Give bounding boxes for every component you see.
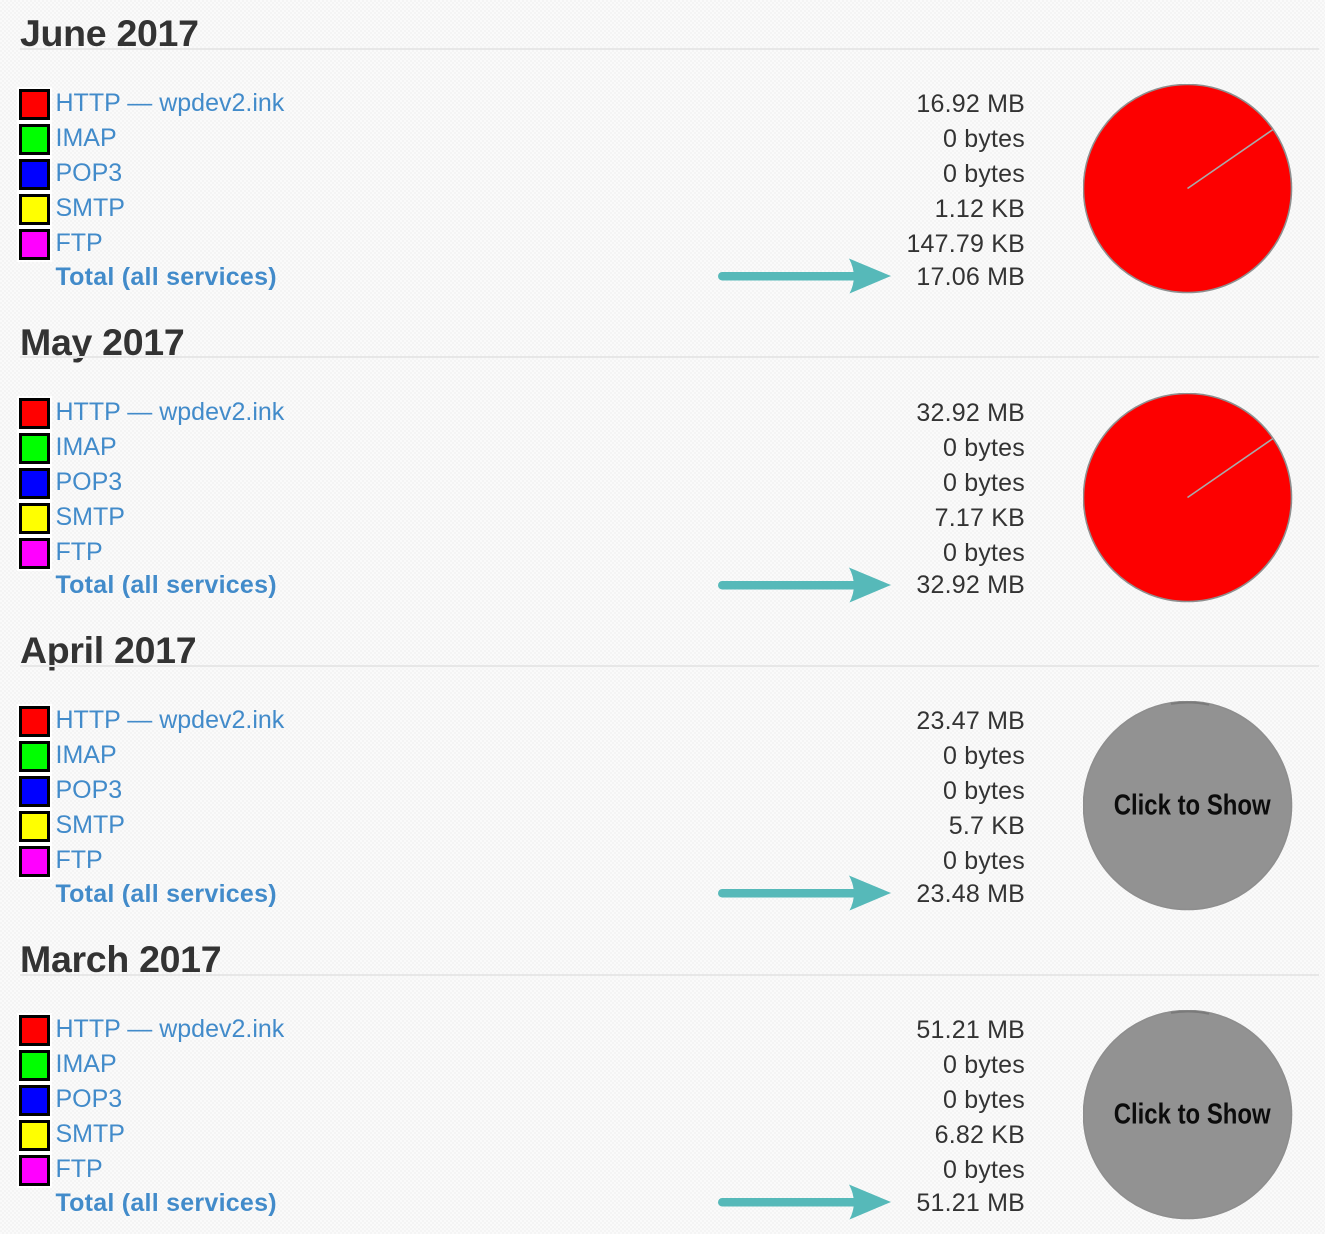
svg-text:Click to Show: Click to Show — [1114, 1099, 1271, 1131]
svg-text:Click to Show: Click to Show — [1114, 790, 1271, 822]
